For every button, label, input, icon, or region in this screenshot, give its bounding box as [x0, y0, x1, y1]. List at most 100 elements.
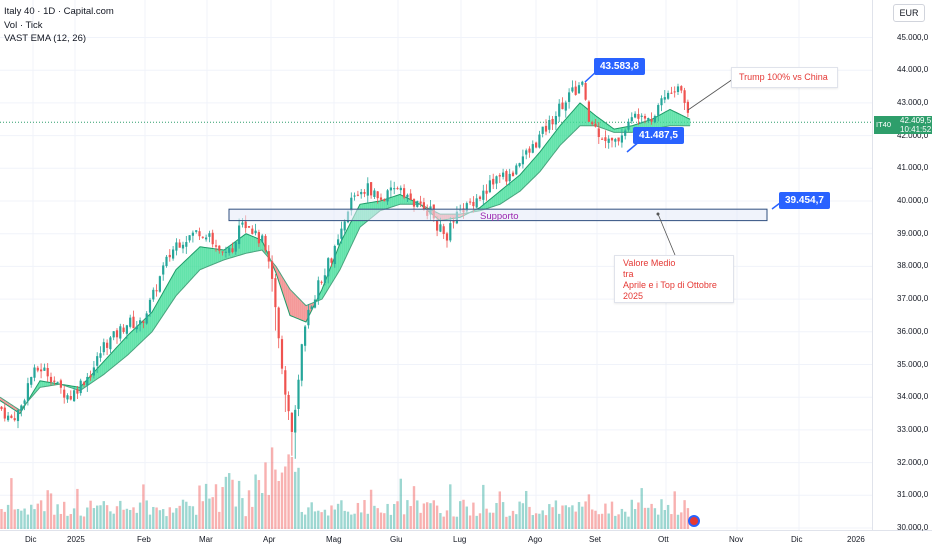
- candle-body: [350, 197, 353, 211]
- time-axis[interactable]: [0, 530, 932, 551]
- volume-bar: [468, 515, 472, 529]
- ema-segment: [552, 133, 555, 156]
- candle-body: [518, 163, 521, 167]
- time-tick-label: Dic: [25, 535, 37, 544]
- price-axis[interactable]: [872, 0, 932, 550]
- volume-bar: [336, 503, 340, 529]
- candle-body: [46, 367, 49, 377]
- candle-body: [650, 118, 653, 122]
- candle-body: [505, 171, 508, 182]
- drawings: [228, 69, 785, 256]
- candle-body: [465, 203, 468, 212]
- candle-body: [624, 130, 627, 136]
- volume-bar: [396, 501, 399, 529]
- volume-bar: [521, 503, 525, 529]
- last-price-tag: IT40 42.409,5 10:41:52: [874, 116, 932, 134]
- volume-bar: [449, 484, 452, 529]
- volume-bar: [300, 511, 303, 529]
- time-tick-label: Mar: [199, 535, 213, 544]
- candle-body: [614, 139, 617, 142]
- ema-segment: [668, 109, 671, 127]
- candle-body: [577, 85, 581, 94]
- currency-button[interactable]: EUR: [893, 4, 925, 22]
- candle-body: [419, 201, 422, 204]
- volume-bar: [515, 514, 518, 529]
- valore-note-box[interactable]: [614, 255, 734, 303]
- valore-pointer-line: [657, 213, 676, 256]
- ema-segment: [148, 314, 151, 336]
- candle-body: [591, 122, 594, 125]
- volume-bar: [168, 507, 171, 529]
- candle-body: [386, 190, 389, 202]
- volume-bar: [3, 511, 6, 529]
- volume-bar: [280, 472, 284, 529]
- volume-bar: [10, 478, 13, 529]
- volume-bar: [452, 516, 455, 529]
- volume-bar: [581, 506, 584, 529]
- ema-segment: [544, 144, 547, 167]
- volume-bar: [544, 515, 548, 529]
- volume-bar: [350, 514, 353, 529]
- candle-body: [264, 235, 267, 251]
- volume-bar: [241, 498, 244, 529]
- support-level-callout[interactable]: 39.454,7: [779, 192, 830, 209]
- candle-body: [112, 331, 115, 338]
- volume-legend[interactable]: Vol · Tick: [4, 19, 43, 31]
- ema-segment: [200, 246, 203, 270]
- volume-bar: [402, 514, 406, 529]
- ema-legend[interactable]: VAST EMA (12, 26): [4, 33, 87, 44]
- candle-body: [396, 188, 399, 190]
- ema-segment: [338, 243, 341, 273]
- candle-body: [643, 116, 647, 119]
- candle-body: [280, 339, 284, 369]
- ema-segment: [162, 290, 165, 317]
- candle-body: [201, 236, 204, 238]
- price-tick-label: 32.000,0: [897, 457, 929, 467]
- volume-bar: [270, 447, 274, 529]
- candle-body: [403, 188, 406, 198]
- candle-body: [132, 316, 135, 329]
- volume-bar: [393, 503, 396, 529]
- event-marker-icon[interactable]: [688, 515, 700, 527]
- ema-segment: [154, 305, 157, 329]
- candle-body: [535, 142, 538, 148]
- volume-bar: [561, 505, 564, 529]
- volume-bar: [46, 490, 49, 529]
- volume-bar: [13, 509, 16, 529]
- volume-bar: [518, 501, 521, 529]
- volume-bar: [109, 511, 112, 529]
- ema-segment: [630, 125, 633, 133]
- valore-note-line-3: Aprile e i Top di Ottobre: [623, 280, 717, 290]
- ema-segment: [344, 231, 347, 262]
- candle-body: [66, 395, 69, 400]
- candle-body: [320, 281, 323, 283]
- candle-body: [488, 180, 491, 193]
- volume-bar: [231, 479, 234, 529]
- volume-bar: [591, 509, 594, 529]
- symbol-legend[interactable]: Italy 40 · 1D · Capital.com: [4, 6, 114, 17]
- ema-segment: [210, 248, 213, 266]
- ema-segment: [550, 136, 553, 159]
- price-tag-price: 42.409,5: [900, 116, 932, 125]
- candle-body: [528, 148, 531, 153]
- volume-bar: [379, 512, 383, 529]
- ema-segment: [666, 110, 669, 127]
- volume-bar: [125, 508, 129, 529]
- candle-body: [214, 245, 218, 247]
- ema-segment: [188, 256, 191, 283]
- ema-slow-line: [0, 125, 690, 411]
- ema-segment: [562, 121, 565, 144]
- high-callout[interactable]: 43.583,8: [594, 58, 645, 75]
- volume-bar: [600, 513, 604, 529]
- low-callout[interactable]: 41.487,5: [633, 127, 684, 144]
- ema-segment: [676, 112, 679, 126]
- trump-note-box[interactable]: [731, 67, 838, 88]
- ema-segment: [174, 269, 177, 299]
- candle-body: [366, 183, 369, 196]
- candle-body: [647, 118, 650, 121]
- ema-segment: [114, 348, 117, 367]
- ema-segment: [252, 236, 255, 253]
- volume-bar: [317, 510, 320, 529]
- volume-bar: [686, 508, 690, 529]
